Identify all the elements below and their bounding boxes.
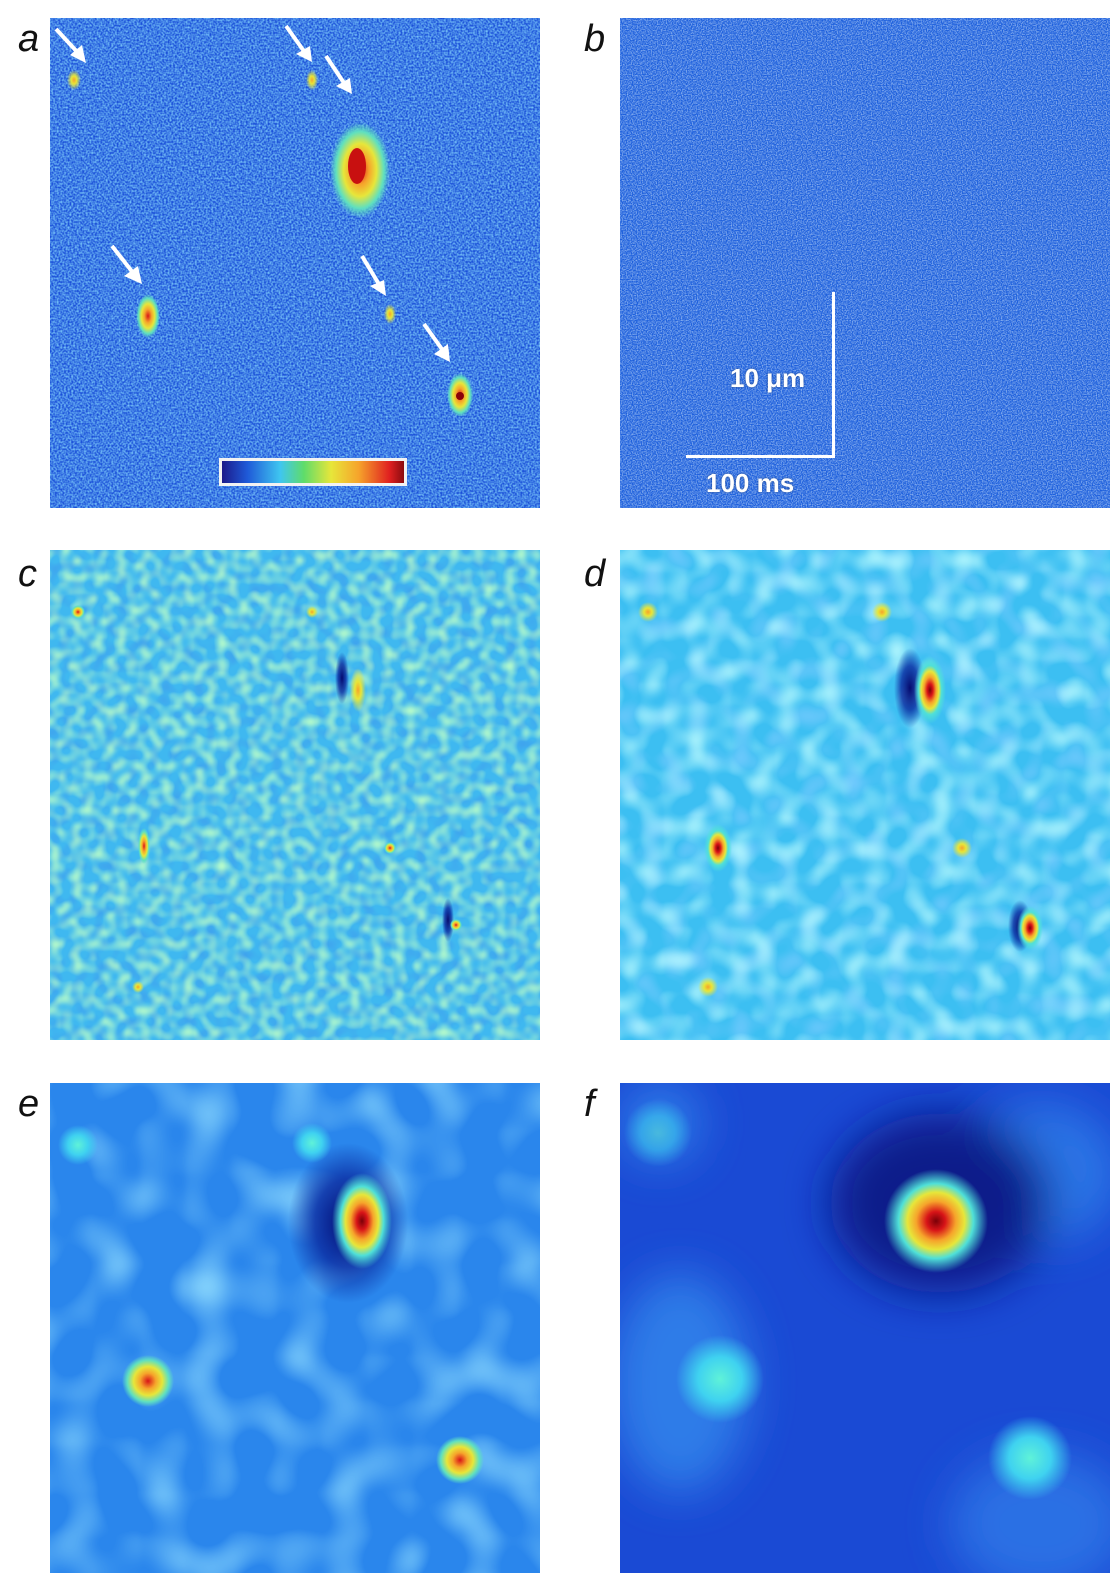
panel-label-c: c bbox=[18, 553, 37, 595]
arrow-icon bbox=[284, 24, 312, 62]
panel-a-image bbox=[50, 18, 540, 508]
arrow-icon bbox=[360, 254, 386, 296]
arrow-icon bbox=[54, 27, 86, 63]
colorbar bbox=[219, 458, 407, 486]
panel-b-image bbox=[620, 18, 1110, 508]
scale-bar-vertical bbox=[832, 292, 835, 458]
panel-label-a: a bbox=[18, 18, 40, 60]
arrow-icon bbox=[422, 322, 450, 362]
arrow-icon bbox=[324, 54, 352, 94]
panel-label-d: d bbox=[584, 553, 606, 595]
scale-bar-horizontal bbox=[686, 455, 835, 458]
panel-label-e: e bbox=[18, 1083, 40, 1125]
scale-bar-vertical-label: 10 μm bbox=[730, 363, 806, 393]
panel-f-image bbox=[620, 1083, 1110, 1573]
panel-label-b: b bbox=[584, 18, 606, 60]
arrow-icon bbox=[110, 244, 142, 284]
scale-bar-horizontal-label: 100 ms bbox=[706, 468, 795, 498]
panel-e-image bbox=[50, 1083, 540, 1573]
panel-d-image bbox=[620, 550, 1110, 1040]
panel-c-image bbox=[50, 550, 540, 1040]
panel-label-f: f bbox=[584, 1083, 595, 1125]
